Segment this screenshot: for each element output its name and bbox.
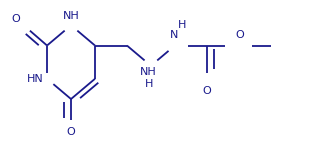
Text: O: O — [12, 14, 21, 25]
Text: O: O — [203, 86, 211, 96]
Text: O: O — [67, 127, 75, 137]
Text: H: H — [178, 20, 187, 29]
Text: NH: NH — [140, 67, 157, 77]
Text: NH: NH — [63, 11, 79, 21]
Text: HN: HN — [27, 74, 44, 84]
Text: O: O — [235, 30, 244, 40]
Text: H: H — [144, 79, 153, 89]
Text: N: N — [170, 30, 178, 40]
